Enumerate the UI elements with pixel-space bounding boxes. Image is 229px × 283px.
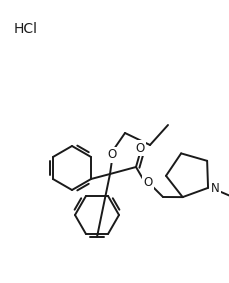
Text: N: N <box>210 182 219 195</box>
Text: O: O <box>143 177 152 190</box>
Text: O: O <box>135 142 144 155</box>
Text: O: O <box>107 149 116 162</box>
Text: HCl: HCl <box>14 22 38 36</box>
